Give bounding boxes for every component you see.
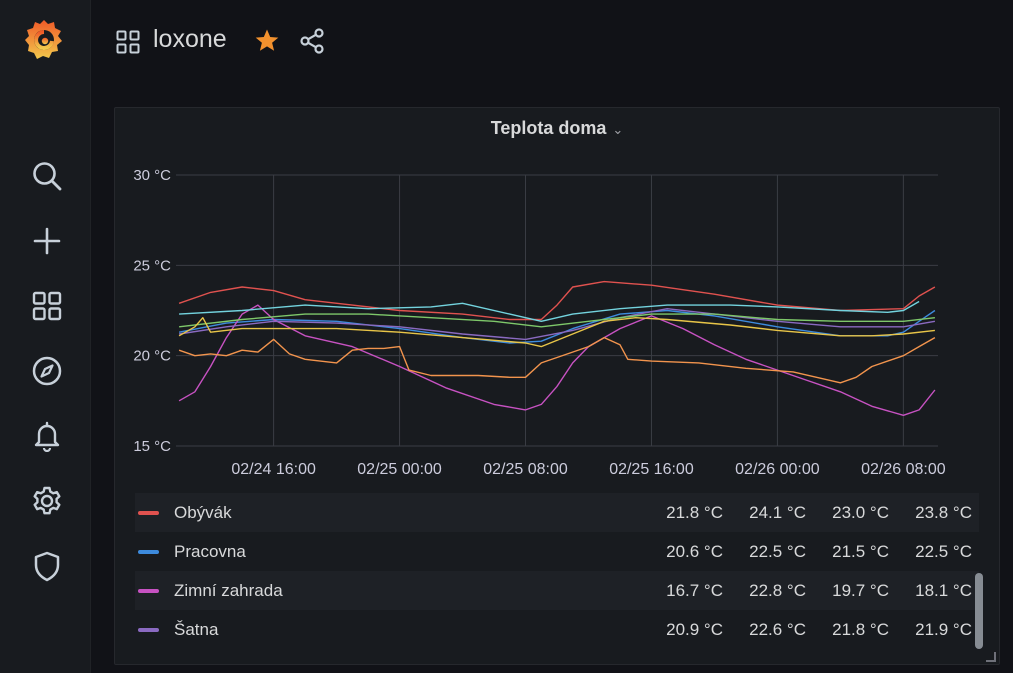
y-tick-label: 30 °C	[133, 167, 171, 184]
series-color-swatch[interactable]	[138, 550, 159, 554]
legend-series-name[interactable]: Obývák	[174, 503, 232, 522]
alerting-bell-icon[interactable]	[27, 416, 67, 456]
legend-table: Obývák 21.8 °C 24.1 °C 23.0 °C 23.8 °C Pracov…	[135, 493, 979, 649]
dashboards-icon[interactable]	[27, 286, 67, 326]
series-line[interactable]	[179, 313, 935, 328]
legend-value: 21.9 °C	[915, 620, 972, 639]
legend-value: 18.1 °C	[915, 581, 972, 600]
panel-title-text: Teplota doma	[490, 118, 607, 138]
explore-compass-icon[interactable]	[27, 351, 67, 391]
search-icon[interactable]	[27, 156, 67, 196]
legend-row[interactable]: Pracovna 20.6 °C 22.5 °C 21.5 °C 22.5 °C	[135, 532, 979, 571]
legend-row[interactable]: Obývák 21.8 °C 24.1 °C 23.0 °C 23.8 °C	[135, 493, 979, 532]
legend-value: 22.5 °C	[749, 542, 806, 561]
legend-scrollbar[interactable]	[975, 573, 983, 649]
x-tick-label: 02/24 16:00	[231, 461, 316, 478]
x-tick-label: 02/25 16:00	[609, 461, 694, 478]
legend-value: 21.8 °C	[666, 503, 723, 522]
grafana-logo-icon[interactable]	[20, 14, 68, 66]
shield-icon[interactable]	[27, 546, 67, 586]
legend-value: 20.9 °C	[666, 620, 723, 639]
y-tick-label: 15 °C	[133, 438, 171, 455]
y-tick-label: 25 °C	[133, 257, 171, 274]
star-favorite-icon[interactable]	[254, 28, 280, 54]
panel-title[interactable]: Teplota doma ⌄	[115, 118, 999, 139]
series-line[interactable]	[178, 317, 935, 348]
series-color-swatch[interactable]	[138, 628, 159, 632]
y-tick-label: 20 °C	[133, 348, 171, 365]
legend-value: 22.8 °C	[749, 581, 806, 600]
sidebar	[0, 0, 91, 673]
legend-row[interactable]: Šatna 20.9 °C 22.6 °C 21.8 °C 21.9 °C	[135, 610, 979, 649]
dashboard-navbar	[90, 0, 1013, 84]
dashboard-title[interactable]: loxone	[153, 25, 227, 53]
legend-value: 23.0 °C	[832, 503, 889, 522]
legend-row[interactable]: Zimní zahrada 16.7 °C 22.8 °C 19.7 °C 18.1 °…	[135, 571, 979, 610]
x-tick-label: 02/25 08:00	[483, 461, 568, 478]
series-line[interactable]	[179, 300, 920, 322]
legend-series-name[interactable]: Zimní zahrada	[174, 581, 283, 600]
x-tick-label: 02/26 00:00	[735, 461, 820, 478]
x-tick-label: 02/25 00:00	[357, 461, 442, 478]
legend-series-name[interactable]: Šatna	[174, 620, 219, 639]
plus-icon[interactable]	[27, 221, 67, 261]
legend-value: 16.7 °C	[666, 581, 723, 600]
legend-value: 20.6 °C	[666, 542, 723, 561]
x-tick-label: 02/26 08:00	[861, 461, 946, 478]
legend-series-name[interactable]: Pracovna	[174, 542, 246, 561]
settings-gear-icon[interactable]	[27, 481, 67, 521]
panel-resize-handle[interactable]	[986, 652, 996, 662]
graph-panel: Teplota doma ⌄ 15 °C 20 °C 25 °C 30 °C 02/24 …	[114, 107, 1000, 665]
legend-value: 21.8 °C	[832, 620, 889, 639]
series-line[interactable]	[178, 280, 936, 321]
series-color-swatch[interactable]	[138, 589, 159, 593]
series-color-swatch[interactable]	[138, 511, 159, 515]
series-line[interactable]	[178, 336, 936, 384]
legend-value: 24.1 °C	[749, 503, 806, 522]
dashboards-breadcrumb-icon	[116, 30, 140, 54]
legend-value: 21.5 °C	[832, 542, 889, 561]
series-line[interactable]	[178, 304, 936, 416]
legend-value: 22.6 °C	[749, 620, 806, 639]
legend-value: 19.7 °C	[832, 581, 889, 600]
legend-value: 22.5 °C	[915, 542, 972, 561]
chevron-down-icon: ⌄	[612, 122, 624, 137]
time-series-chart[interactable]: 15 °C 20 °C 25 °C 30 °C 02/24 16:00 02/25 00:…	[115, 108, 999, 488]
legend-value: 23.8 °C	[915, 503, 972, 522]
share-icon[interactable]	[299, 28, 325, 54]
series-line[interactable]	[178, 308, 936, 341]
